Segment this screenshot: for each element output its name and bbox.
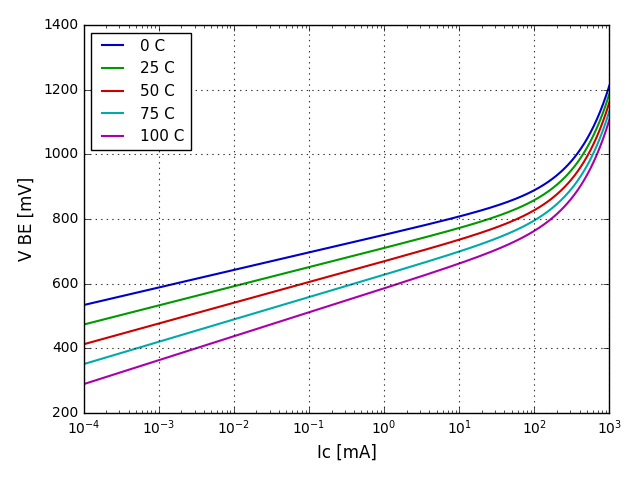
25 C [364,249,372,255]
X-axis label: Ic [mA]: Ic [mA] [317,444,376,462]
100 C [511,239,518,244]
0 C [333,243,340,249]
25 C [511,207,518,213]
0 C [593,117,600,122]
0 C [80,302,88,308]
0 C [511,196,518,202]
50 C [511,217,518,223]
75 C [605,108,613,114]
25 C [80,322,88,327]
25 C [593,125,600,131]
50 C [330,273,337,278]
0 C [364,236,372,241]
Line: 50 C: 50 C [84,102,609,344]
0 C [393,229,401,235]
75 C [511,228,518,234]
100 C [364,290,372,296]
0 C [605,83,613,88]
25 C [605,91,613,96]
Legend: 0 C, 25 C, 50 C, 75 C, 100 C: 0 C, 25 C, 50 C, 75 C, 100 C [92,33,191,150]
75 C [393,268,401,274]
Line: 25 C: 25 C [84,94,609,324]
75 C [333,286,340,292]
50 C [393,255,401,261]
50 C [593,134,600,140]
50 C [333,272,340,277]
25 C [330,258,337,264]
25 C [393,242,401,248]
75 C [80,361,88,367]
Line: 0 C: 0 C [84,85,609,305]
50 C [80,341,88,347]
Line: 100 C: 100 C [84,120,609,384]
Y-axis label: V BE [mV]: V BE [mV] [18,177,36,261]
100 C [330,302,337,308]
50 C [605,99,613,105]
100 C [333,300,340,306]
50 C [364,263,372,269]
100 C [80,381,88,387]
75 C [330,287,337,293]
75 C [364,276,372,282]
100 C [605,117,613,122]
25 C [333,257,340,263]
0 C [330,244,337,250]
100 C [593,152,600,158]
75 C [593,143,600,149]
100 C [393,281,401,287]
Line: 75 C: 75 C [84,111,609,364]
